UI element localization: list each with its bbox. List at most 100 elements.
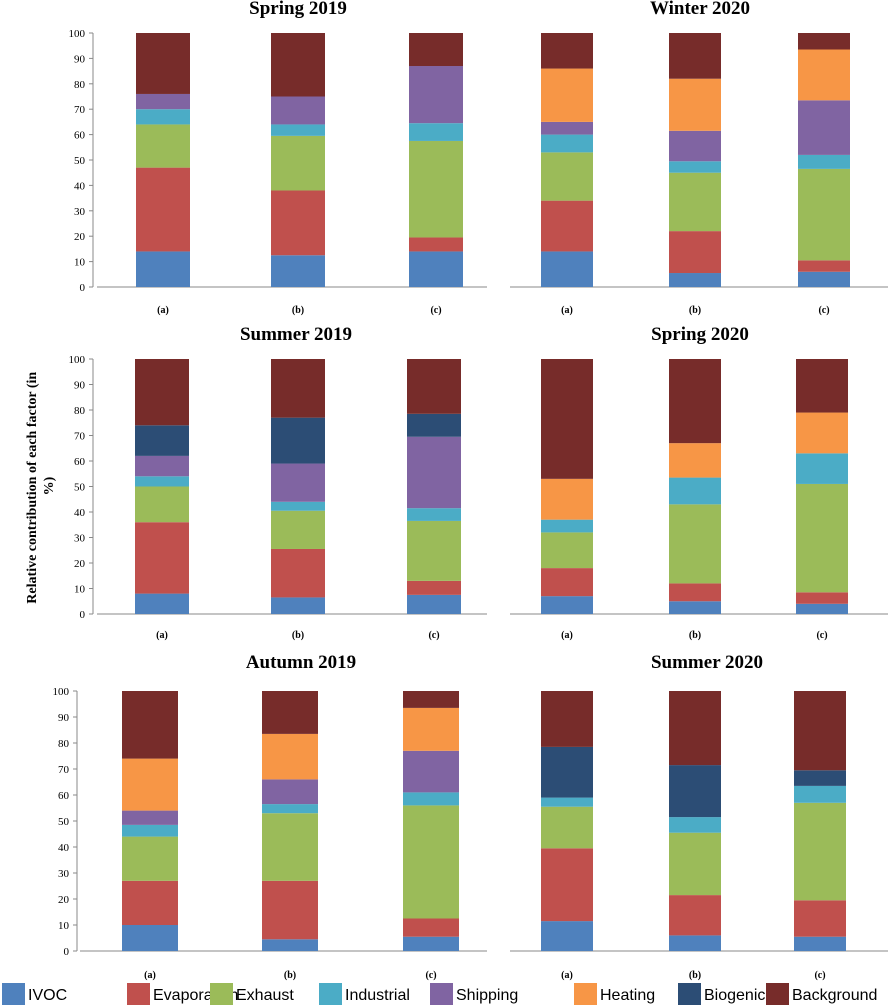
legend-item-heating: Heating <box>574 983 655 1005</box>
legend-label: Exhaust <box>236 987 294 1004</box>
y-tick-label: 20 <box>74 558 86 570</box>
bar-segment-evaporation <box>262 880 318 940</box>
bar-segment-ivoc <box>136 251 190 287</box>
bar-segment-ivoc <box>541 921 593 951</box>
bar-segment-evaporation <box>796 592 848 604</box>
bar-segment-ivoc <box>794 936 846 951</box>
bar-segment-shipping <box>136 93 190 110</box>
bar-segment-shipping <box>409 66 463 124</box>
y-tick-label: 80 <box>74 79 86 91</box>
bar-segment-background <box>271 33 325 97</box>
legend-item-ivoc: IVOC <box>2 983 67 1005</box>
category-label: (a) <box>156 630 168 641</box>
category-label: (c) <box>425 970 436 981</box>
panel-title: Summer 2020 <box>651 652 763 673</box>
bar-segment-exhaust <box>409 140 463 238</box>
bar-segment-evaporation <box>794 900 846 937</box>
y-tick-label: 30 <box>58 868 70 880</box>
bar-segment-background <box>794 691 846 771</box>
category-label: (b) <box>689 305 701 316</box>
bar-segment-evaporation <box>409 237 463 252</box>
bar-segment-biogenic <box>135 425 189 456</box>
category-label: (a) <box>561 630 573 641</box>
bar-segment-industrial <box>407 508 461 521</box>
bar-segment-ivoc <box>541 596 593 614</box>
bar-segment-background <box>271 359 325 418</box>
panel-0: Spring 2019 0 10 20 30 40 50 60 70 80 90 100 (a) (b) (… <box>69 0 487 316</box>
bar-segment-biogenic <box>541 746 593 798</box>
panel-title: Winter 2020 <box>650 0 750 19</box>
category-label: (a) <box>144 970 156 981</box>
bar-segment-evaporation <box>541 848 593 922</box>
panel-title: Autumn 2019 <box>246 652 356 673</box>
bar-segment-exhaust <box>541 152 593 201</box>
bar-segment-background <box>122 691 178 759</box>
bar-segment-background <box>796 359 848 413</box>
bar-segment-ivoc <box>407 594 461 614</box>
bar-segment-evaporation <box>136 167 190 252</box>
bar-segment-evaporation <box>798 260 850 272</box>
bar-segment-background <box>262 691 318 734</box>
bar-segment-industrial <box>669 477 721 505</box>
bar-segment-industrial <box>271 124 325 136</box>
bar-segment-exhaust <box>796 483 848 593</box>
bar-segment-industrial <box>409 123 463 141</box>
bar-segment-background <box>135 359 189 426</box>
y-tick-label: 90 <box>74 380 86 392</box>
bar-segment-evaporation <box>669 895 721 936</box>
bar-segment-industrial <box>541 134 593 153</box>
category-label: (b) <box>292 305 304 316</box>
panel-1: Winter 2020 (a) (b) (c) <box>510 0 888 316</box>
bar-segment-background <box>541 691 593 747</box>
bar-segment-exhaust <box>541 532 593 569</box>
bar-segment-background <box>669 691 721 766</box>
y-tick-label: 90 <box>74 53 86 65</box>
y-tick-label: 50 <box>74 155 86 167</box>
bar-segment-biogenic <box>407 413 461 437</box>
panel-3: Spring 2020 (a) (b) (c) <box>510 324 888 641</box>
bar-segment-exhaust <box>669 504 721 584</box>
y-tick-label: 90 <box>58 712 70 724</box>
bar-segment-shipping <box>541 121 593 135</box>
bar-segment-background <box>669 33 721 79</box>
legend-label: Heating <box>600 987 655 1004</box>
panel-5: Summer 2020 (a) (b) (c) <box>510 652 888 981</box>
bar-segment-industrial <box>669 161 721 173</box>
legend-item-exhaust: Exhaust <box>210 983 294 1005</box>
bar-segment-industrial <box>796 453 848 484</box>
y-tick-label: 100 <box>69 354 86 366</box>
bar-segment-background <box>798 33 850 50</box>
bar-segment-industrial <box>798 154 850 169</box>
legend-swatch <box>2 983 25 1005</box>
legend-swatch <box>430 983 453 1005</box>
bar-segment-biogenic <box>271 417 325 464</box>
y-tick-label: 10 <box>74 584 86 596</box>
y-tick-label: 100 <box>69 28 86 40</box>
y-axis-label: Relative contribution of each factor (in… <box>25 368 57 603</box>
bar-segment-background <box>669 359 721 444</box>
y-axis-label-line-1: Relative contribution of each factor (in <box>25 372 40 604</box>
y-tick-label: 60 <box>58 790 70 802</box>
bar-segment-shipping <box>271 463 325 502</box>
category-label: (c) <box>428 630 439 641</box>
bar-segment-heating <box>122 758 178 811</box>
y-tick-label: 80 <box>58 738 70 750</box>
bar-segment-heating <box>262 733 318 780</box>
y-tick-label: 50 <box>58 816 70 828</box>
legend-label: Background <box>792 987 877 1004</box>
bar-segment-background <box>541 359 593 479</box>
bar-segment-industrial <box>136 109 190 125</box>
bar-segment-evaporation <box>271 190 325 256</box>
bar-segment-ivoc <box>122 925 178 951</box>
bar-segment-evaporation <box>669 231 721 274</box>
bar-segment-ivoc <box>135 593 189 614</box>
bar-segment-shipping <box>403 750 459 793</box>
panel-title: Spring 2019 <box>249 0 347 19</box>
y-tick-label: 30 <box>74 206 86 218</box>
bar-segment-industrial <box>794 785 846 803</box>
bar-segment-ivoc <box>669 935 721 951</box>
bar-segment-ivoc <box>271 597 325 614</box>
y-tick-label: 60 <box>74 456 86 468</box>
legend-item-background: Background <box>766 983 877 1005</box>
y-tick-label: 10 <box>58 920 70 932</box>
